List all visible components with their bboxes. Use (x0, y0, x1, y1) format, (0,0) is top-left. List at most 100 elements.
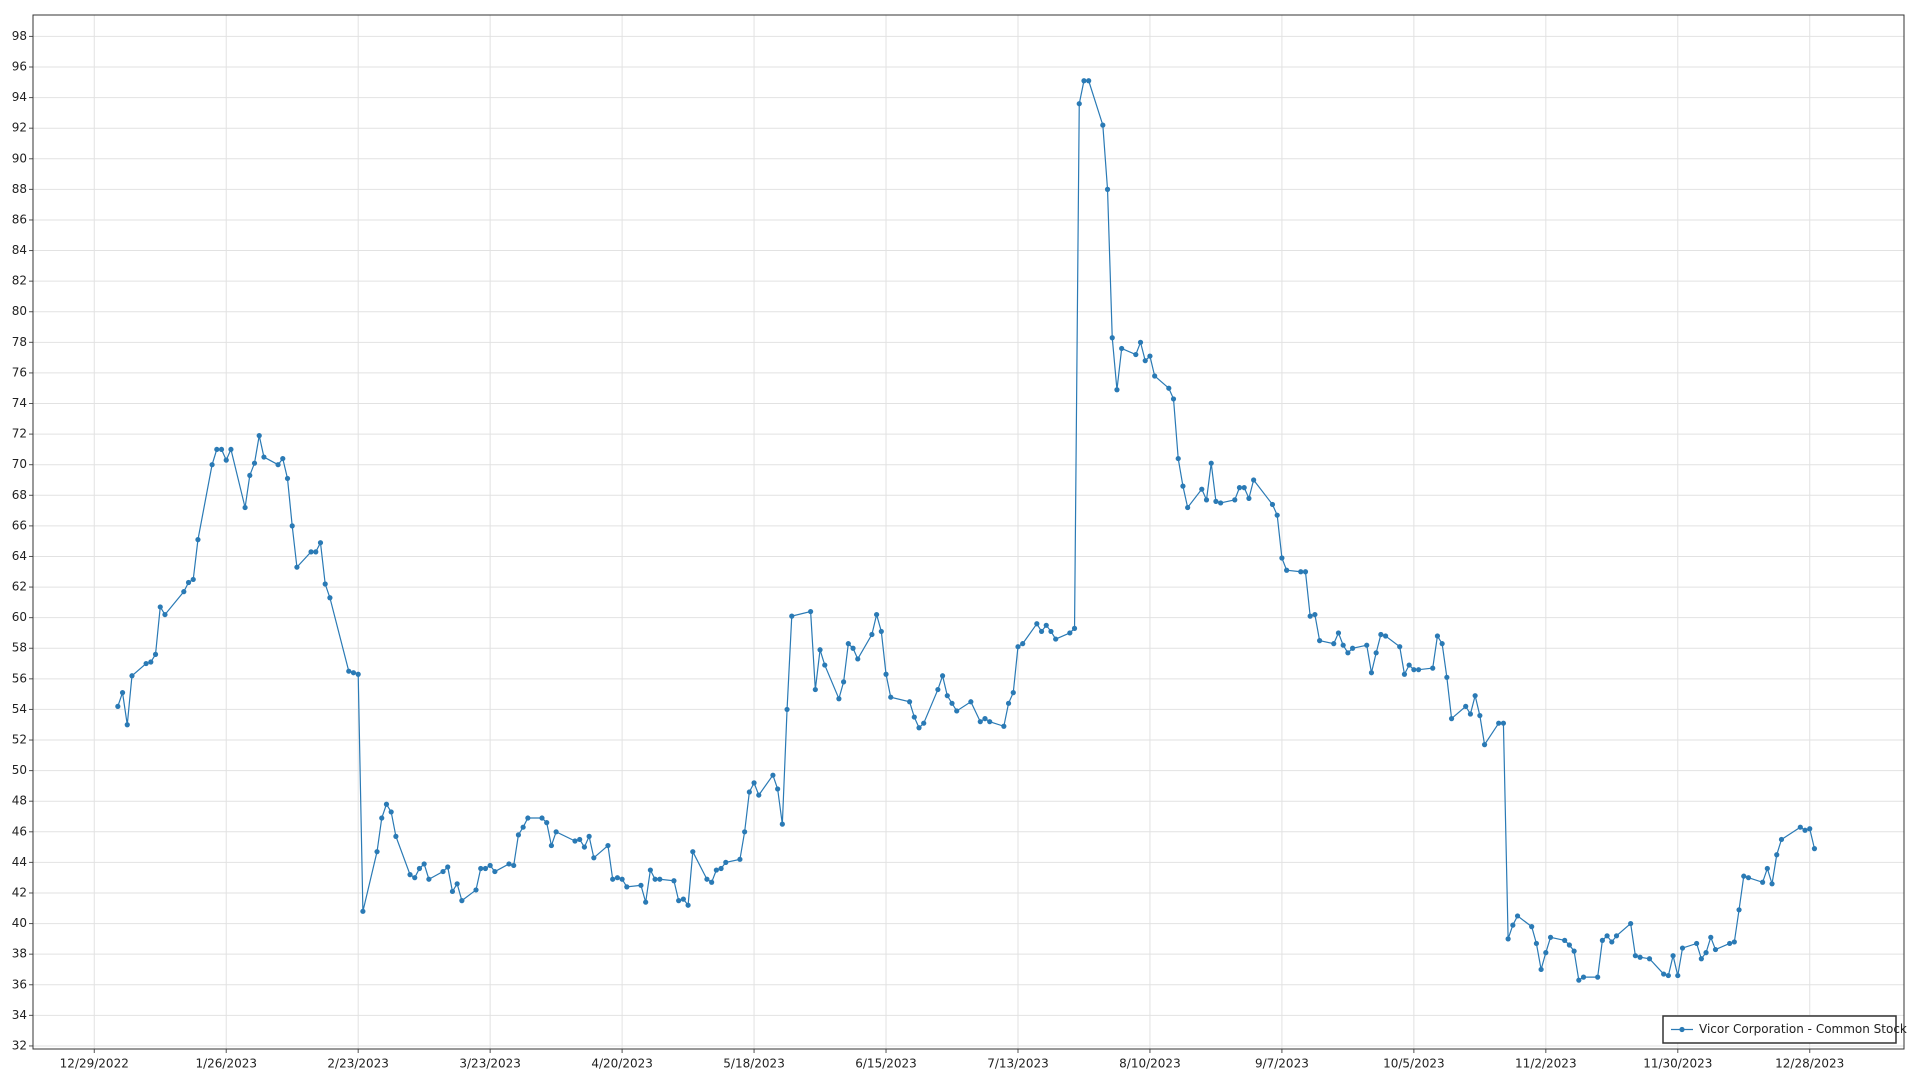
point (284, 475, 291, 482)
point (124, 722, 130, 728)
point (921, 720, 927, 726)
point (1778, 836, 1785, 843)
point (162, 611, 168, 618)
point (313, 549, 319, 555)
point (1538, 966, 1544, 973)
point (737, 856, 743, 862)
point (1170, 396, 1177, 402)
point (652, 876, 658, 882)
point (647, 867, 653, 873)
legend-box (1662, 1015, 1897, 1044)
point (289, 523, 295, 529)
y-tick-label: 46 (12, 824, 27, 838)
point (784, 706, 790, 713)
y-tick-label: 54 (12, 702, 27, 716)
point (1298, 569, 1304, 575)
point (916, 725, 922, 731)
point (676, 898, 682, 904)
point (148, 659, 154, 665)
point (1811, 846, 1818, 852)
point (1736, 907, 1742, 913)
point (987, 719, 993, 725)
point (1067, 630, 1073, 636)
point (1020, 641, 1026, 647)
point (1514, 913, 1521, 919)
point (1133, 351, 1139, 358)
point (1496, 720, 1502, 726)
y-tick-label: 76 (12, 365, 27, 379)
point (181, 589, 187, 595)
point (869, 631, 875, 638)
point (1246, 495, 1252, 501)
y-tick-label: 66 (12, 518, 27, 532)
point (789, 613, 795, 619)
point (954, 708, 960, 714)
point (855, 656, 861, 662)
point (1053, 636, 1059, 642)
point (1038, 628, 1045, 635)
y-tick-label: 68 (12, 488, 27, 502)
point (308, 549, 314, 555)
point (1547, 934, 1554, 940)
point (1661, 971, 1667, 977)
point (1708, 934, 1714, 940)
point (1397, 644, 1403, 650)
x-tick-label: 2/23/2023 (327, 1057, 389, 1071)
point (751, 780, 757, 786)
point (360, 908, 366, 914)
y-tick-label: 42 (12, 885, 27, 899)
y-tick-label: 82 (12, 274, 27, 288)
legend-marker (1679, 1026, 1685, 1033)
point (977, 719, 983, 725)
point (968, 699, 974, 705)
point (322, 581, 328, 587)
point (511, 862, 517, 869)
point (1543, 950, 1549, 956)
point (1043, 622, 1049, 628)
y-tick-label: 36 (12, 977, 27, 991)
y-tick-label: 40 (12, 916, 27, 930)
point (1208, 460, 1214, 466)
point (487, 862, 493, 869)
point (1533, 940, 1539, 947)
point (812, 686, 818, 693)
point (412, 875, 418, 881)
point (1529, 924, 1535, 930)
point (1679, 945, 1686, 951)
point (643, 899, 649, 905)
y-tick-label: 98 (12, 29, 27, 43)
point (374, 849, 380, 855)
point (1382, 633, 1389, 639)
point (520, 824, 526, 830)
point (1675, 972, 1681, 979)
point (1500, 720, 1507, 726)
point (421, 861, 427, 867)
point (1571, 948, 1577, 954)
point (1166, 385, 1172, 391)
point (1510, 922, 1516, 928)
point (850, 645, 856, 651)
point (1119, 345, 1125, 352)
y-tick-label: 58 (12, 641, 27, 655)
point (1109, 335, 1115, 341)
plot-border (32, 14, 1905, 1050)
point (1241, 485, 1247, 491)
point (836, 696, 842, 702)
point (1218, 500, 1224, 506)
point (1595, 974, 1601, 980)
point (1274, 512, 1280, 518)
point (1199, 486, 1205, 492)
point (1005, 700, 1012, 706)
point (1769, 881, 1775, 887)
point (1340, 642, 1346, 648)
point (1802, 827, 1808, 833)
point (1010, 690, 1016, 696)
y-tick-label: 56 (12, 671, 27, 685)
point (1236, 485, 1243, 491)
point (723, 859, 729, 865)
point (426, 876, 432, 882)
point (1104, 186, 1111, 192)
point (478, 865, 484, 872)
point (619, 876, 625, 882)
